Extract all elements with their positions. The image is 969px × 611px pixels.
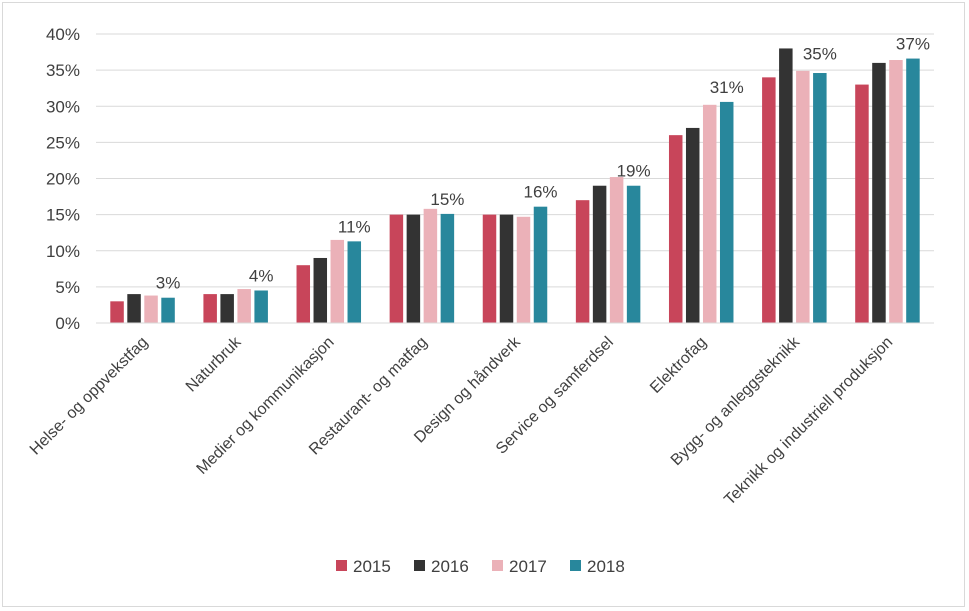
data-labels: 3% 4% 11% 15% 16% 19% 31% 35% 37% — [156, 35, 930, 293]
legend-label: 2015 — [353, 557, 391, 576]
bar-2017 — [609, 177, 624, 323]
y-tick-label: 5% — [55, 278, 80, 297]
y-axis: 0% 5% 10% 15% 20% 25% 30% 35% 40% — [46, 25, 80, 333]
bar-2018 — [906, 58, 920, 323]
bar-2018 — [626, 185, 641, 323]
bar-2016 — [592, 185, 607, 323]
legend-label: 2016 — [431, 557, 469, 576]
y-tick-label: 25% — [46, 133, 80, 152]
bar-2018 — [533, 206, 548, 323]
legend-label: 2017 — [509, 557, 547, 576]
bar-2018 — [254, 290, 268, 323]
y-tick-label: 40% — [46, 25, 80, 44]
y-tick-label: 15% — [46, 206, 80, 225]
bar-2016 — [220, 294, 234, 323]
data-label: 31% — [710, 78, 744, 97]
y-tick-label: 10% — [46, 242, 80, 261]
bar-2016 — [127, 294, 141, 323]
bar-2015 — [762, 77, 776, 323]
legend-swatch — [570, 560, 581, 571]
bar-2016 — [779, 48, 793, 323]
data-label: 4% — [249, 266, 274, 285]
x-tick-label: Teknikk og industriell produksjon — [721, 334, 896, 509]
bar-2016 — [685, 127, 700, 323]
bar-2017 — [237, 289, 251, 323]
data-label: 15% — [430, 190, 464, 209]
bar-2015 — [575, 200, 590, 323]
bar-2017 — [796, 70, 810, 323]
data-label: 3% — [156, 274, 181, 293]
bar-2017 — [702, 104, 717, 324]
bar-2017 — [330, 239, 345, 323]
bar-2018 — [440, 213, 455, 323]
x-tick-label: Helse- og oppvekstfag — [27, 334, 152, 459]
bar-2016 — [872, 62, 886, 324]
x-tick-label: Naturbruk — [183, 333, 245, 395]
bar-2017 — [516, 216, 531, 323]
y-tick-label: 20% — [46, 170, 80, 189]
bar-2017 — [423, 208, 438, 323]
bar-2016 — [499, 214, 514, 323]
bar-2016 — [313, 257, 328, 323]
bar-2016 — [406, 214, 421, 323]
bar-2017 — [144, 295, 158, 323]
bar-2017 — [889, 60, 903, 323]
bar-2018 — [161, 297, 175, 323]
bar-2018 — [347, 241, 362, 323]
x-tick-label: Design og håndverk — [410, 332, 524, 446]
data-label: 19% — [617, 162, 651, 181]
legend-label: 2018 — [587, 557, 625, 576]
bars — [110, 48, 920, 324]
bar-2015 — [855, 84, 869, 323]
y-tick-label: 0% — [55, 314, 80, 333]
bar-2015 — [296, 265, 311, 323]
data-label: 16% — [523, 183, 557, 202]
bar-2015 — [389, 214, 404, 323]
bar-2018 — [813, 73, 827, 323]
bar-2015 — [668, 135, 683, 323]
data-label: 37% — [896, 35, 930, 54]
legend-swatch — [492, 560, 503, 571]
legend-swatch — [336, 560, 347, 571]
bar-2018 — [719, 101, 734, 323]
y-tick-label: 35% — [46, 61, 80, 80]
legend: 2015 2016 2017 2018 — [336, 557, 625, 576]
bar-2015 — [203, 294, 217, 323]
bar-2015 — [482, 214, 497, 323]
bar-2015 — [110, 301, 124, 323]
y-tick-label: 30% — [46, 97, 80, 116]
legend-swatch — [414, 560, 425, 571]
data-label: 11% — [338, 217, 371, 236]
x-tick-label: Elektrofag — [647, 334, 710, 397]
data-label: 35% — [803, 44, 837, 63]
